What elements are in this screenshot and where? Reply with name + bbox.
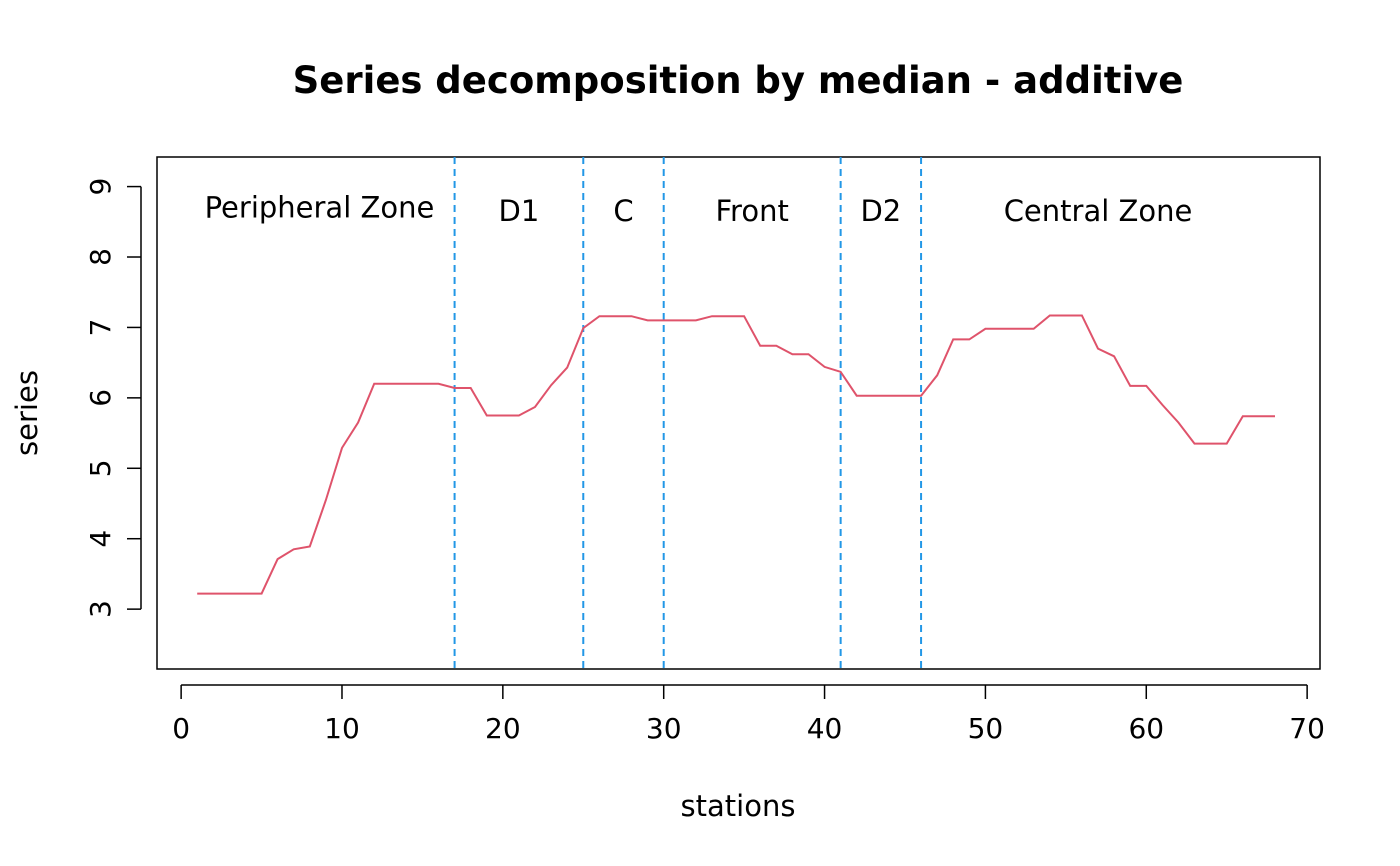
x-axis: 0 10 20 30 40 50 60 70 <box>172 684 1325 745</box>
zone-label: C <box>613 194 633 228</box>
x-tick-label: 70 <box>1289 712 1325 745</box>
x-tick-label: 10 <box>324 712 360 745</box>
x-tick-label: 40 <box>807 712 843 745</box>
plot-frame <box>156 156 1321 670</box>
zone-label: D1 <box>499 194 540 228</box>
y-tick-label: 5 <box>84 459 117 477</box>
y-tick-label: 6 <box>84 389 117 407</box>
y-tick-label: 8 <box>84 248 117 266</box>
x-tick-label: 20 <box>485 712 521 745</box>
x-tick-label: 0 <box>172 712 190 745</box>
y-tick-label: 7 <box>84 319 117 337</box>
chart-title: Series decomposition by median - additiv… <box>293 59 1184 102</box>
y-axis: 3 4 5 6 7 8 9 <box>84 178 142 618</box>
x-tick-label: 60 <box>1128 712 1164 745</box>
zone-label: D2 <box>860 194 901 228</box>
zone-label: Central Zone <box>1004 194 1193 228</box>
y-tick-label: 3 <box>84 600 117 618</box>
y-tick-label: 4 <box>84 530 117 548</box>
zone-label: Front <box>715 194 788 228</box>
zone-label: Peripheral Zone <box>205 191 435 225</box>
x-axis-label: stations <box>681 789 796 823</box>
series-line <box>197 314 1275 595</box>
x-tick-label: 30 <box>646 712 682 745</box>
y-tick-label: 9 <box>84 178 117 196</box>
plot-area: Peripheral Zone D1 C Front D2 Central Zone <box>156 156 1321 670</box>
y-axis-label: series <box>10 370 44 456</box>
x-tick-label: 50 <box>968 712 1004 745</box>
